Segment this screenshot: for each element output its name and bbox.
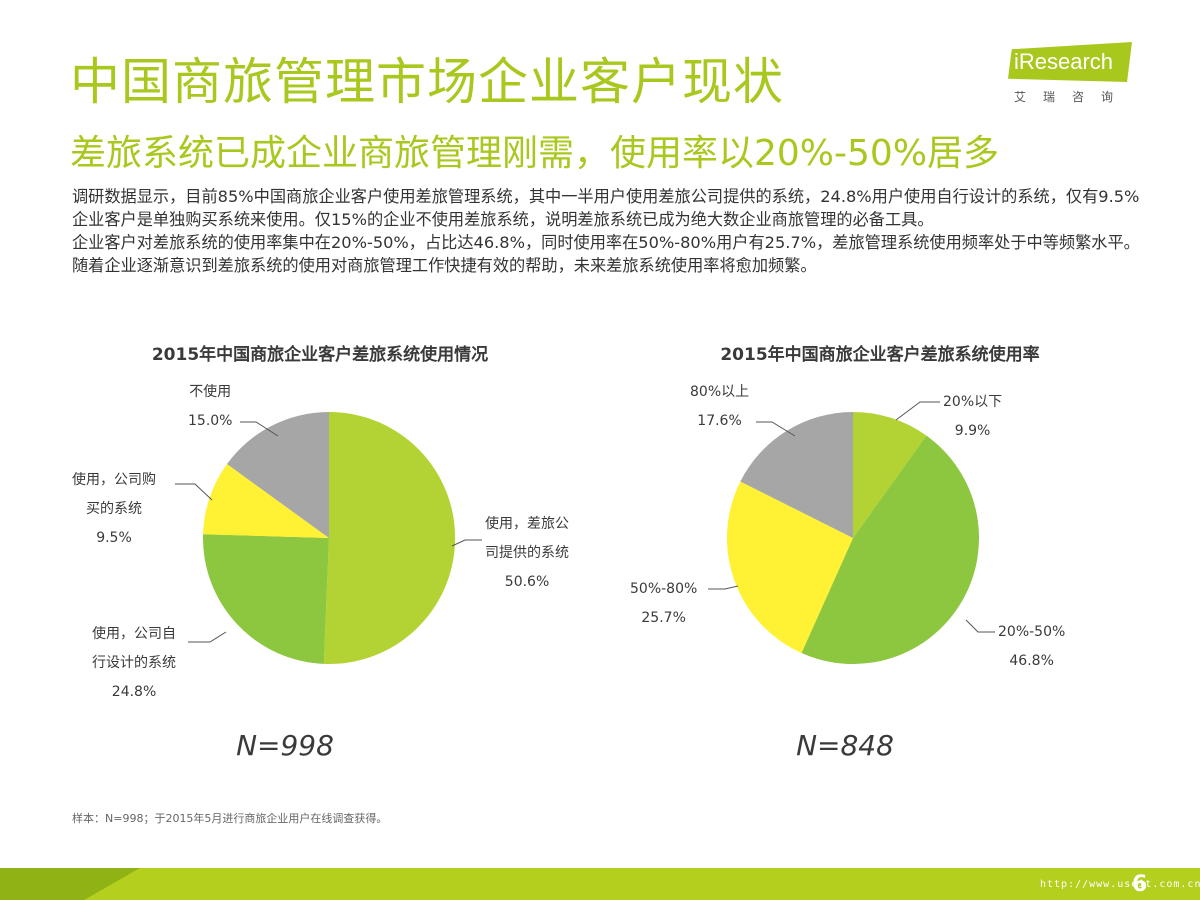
logo-badge: [1008, 42, 1132, 82]
body-text: 调研数据显示，目前85%中国商旅企业客户使用差旅管理系统，其中一半用户使用差旅公…: [72, 185, 1142, 277]
footer-watermark-url: http://www.useit.com.cn: [1040, 879, 1200, 890]
pie-slice: [203, 534, 329, 664]
leader-line: [708, 585, 739, 590]
logo-brand-text: iResearch: [1014, 49, 1114, 74]
sample-size-label: N=848: [796, 729, 894, 762]
usage-rate-pie-svg: 20%以下 9.9% 20%-50% 46.8% 50%-80% 25.7% 80%以上 17…: [630, 384, 1065, 762]
slice-value-label: 50.6%: [505, 574, 549, 590]
leader-line: [756, 421, 796, 437]
slice-category-label: 使用，公司购: [72, 471, 156, 488]
pie-slice: [740, 412, 853, 538]
slice-category-label: 不使用: [189, 383, 231, 400]
page-title: 中国商旅管理市场企业客户现状: [70, 53, 784, 111]
slice-category-label: 50%-80%: [630, 581, 697, 597]
body-paragraph-1: 调研数据显示，目前85%中国商旅企业客户使用差旅管理系统，其中一半用户使用差旅公…: [72, 187, 1140, 229]
sample-size-label: N=998: [236, 729, 334, 762]
slice-category-label: 使用，差旅公: [485, 515, 569, 532]
slice-value-label: 17.6%: [697, 413, 741, 429]
slice-category-label: 20%以下: [943, 394, 1002, 410]
slice-value-label: 25.7%: [641, 610, 685, 626]
usage-pie-chart: 2015年中国商旅企业客户差旅系统使用情况 使用，差旅公 司提供的系统 50.6% 使…: [40, 340, 600, 790]
usage-rate-pie-chart: 2015年中国商旅企业客户差旅系统使用率 20%以下 9.9% 20%-50% 46.…: [600, 340, 1160, 790]
slice-category-label: 买的系统: [86, 501, 142, 517]
leader-line: [175, 483, 213, 501]
slice-value-label: 46.8%: [1009, 653, 1053, 669]
footer-bar: [0, 868, 1200, 900]
leader-line: [895, 401, 940, 421]
pie-slice: [801, 435, 980, 665]
slice-value-label: 15.0%: [188, 413, 232, 429]
logo-brand-cn: 艾瑞咨询: [1014, 90, 1131, 104]
slice-category-label: 司提供的系统: [485, 545, 569, 561]
slice-value-label: 9.5%: [96, 530, 132, 546]
sample-footnote: 样本：N=998；于2015年5月进行商旅企业用户在线调查获得。: [72, 812, 388, 825]
leader-line: [451, 539, 482, 547]
page-number: 6: [1132, 872, 1148, 897]
slice-value-label: 9.9%: [955, 423, 991, 439]
slice-value-label: 24.8%: [112, 684, 156, 700]
slice-category-label: 使用，公司自: [92, 625, 176, 642]
pie-slice: [203, 464, 329, 538]
iresearch-logo: iResearch 艾瑞咨询: [1008, 42, 1138, 106]
slice-category-label: 20%-50%: [998, 624, 1065, 640]
leader-line: [240, 421, 279, 437]
pie-slice: [226, 412, 329, 538]
pie-slice: [853, 412, 927, 538]
leader-line: [188, 631, 227, 643]
body-paragraph-2: 企业客户对差旅系统的使用率集中在20%-50%，占比达46.8%，同时使用率在5…: [72, 233, 1140, 275]
usage-chart-title: 2015年中国商旅企业客户差旅系统使用情况: [151, 345, 489, 365]
page-subtitle: 差旅系统已成企业商旅管理刚需，使用率以20%-50%居多: [70, 133, 1000, 174]
leader-line: [965, 619, 995, 633]
slice-category-label: 行设计的系统: [92, 655, 176, 671]
pie-slice: [727, 481, 853, 653]
usage-rate-chart-title: 2015年中国商旅企业客户差旅系统使用率: [720, 345, 1040, 365]
pie-slice: [323, 411, 456, 664]
slice-category-label: 80%以上: [690, 384, 749, 400]
